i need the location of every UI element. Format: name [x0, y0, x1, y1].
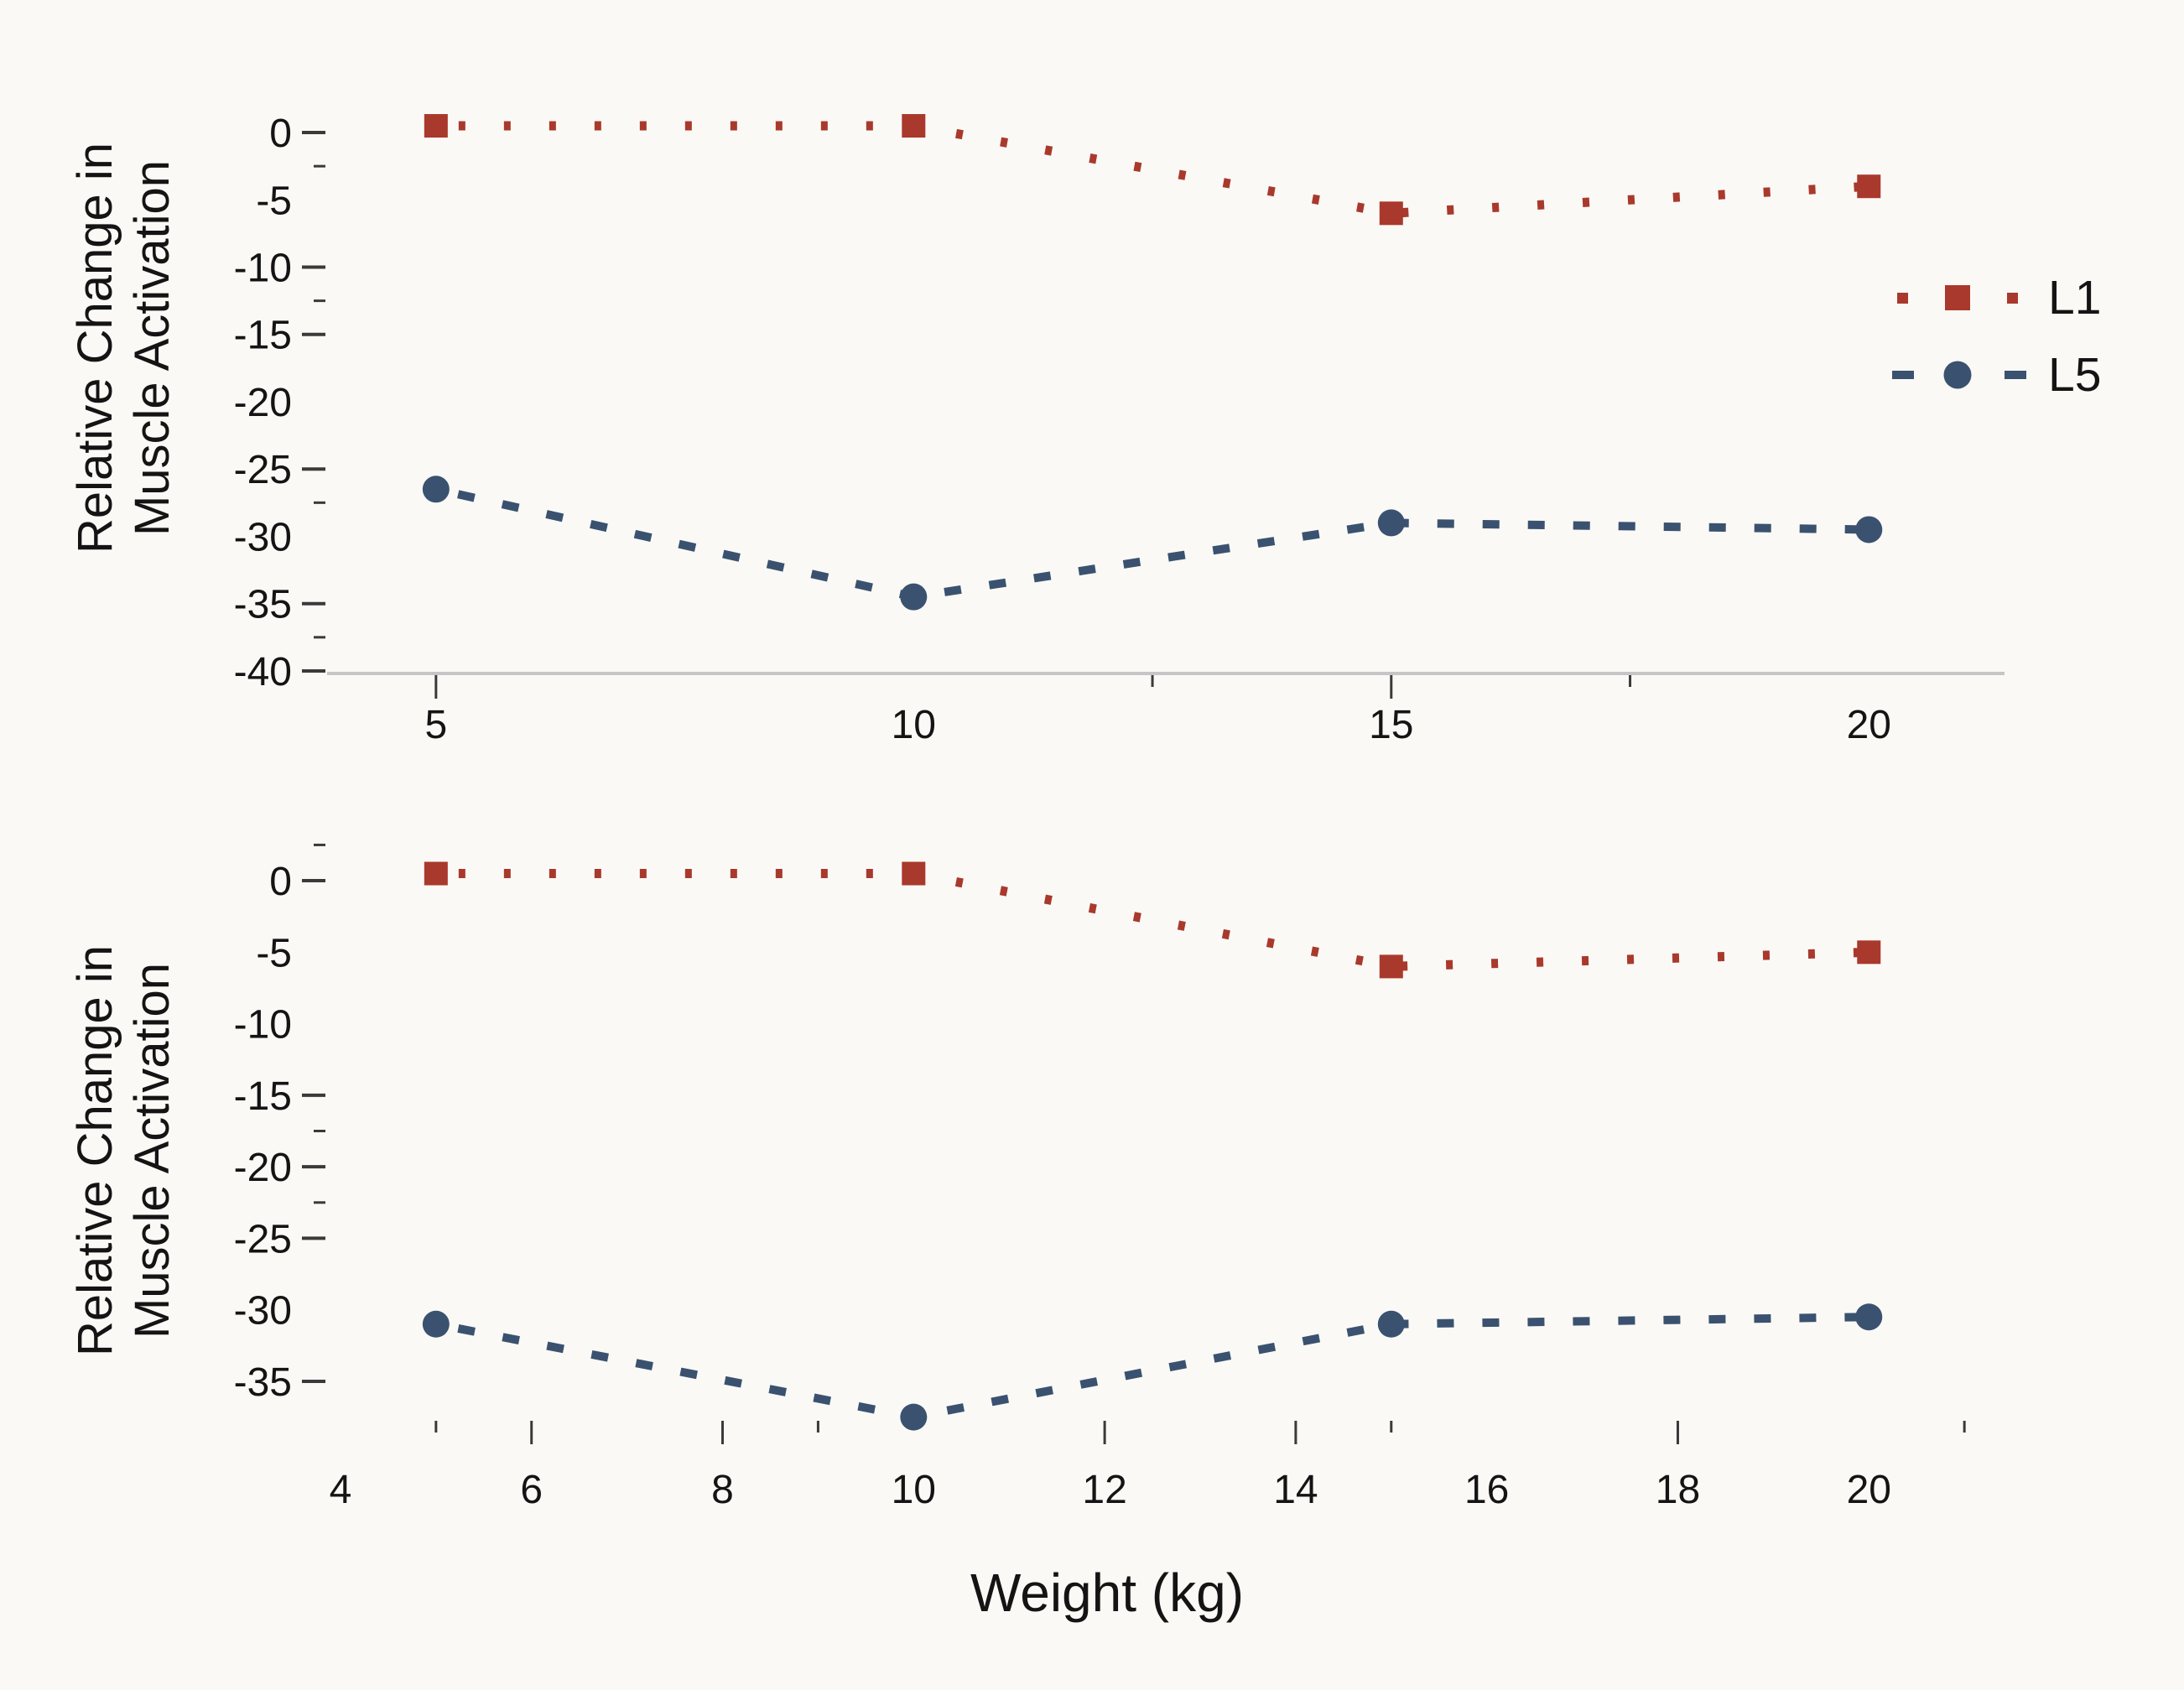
dot-icon	[2007, 293, 2018, 304]
y-tick-label: -25	[235, 1217, 292, 1261]
series-line-l1	[435, 869, 1869, 971]
x-tick-label: 16	[1464, 1468, 1509, 1512]
y-axis-title-line1: Relative Change in	[68, 944, 122, 1357]
x-tick-label: 8	[711, 1468, 734, 1512]
series-markers-l1	[424, 113, 1881, 226]
circle-marker-icon	[1377, 1310, 1405, 1338]
top-plot: 0 -5 -10 -15 -20 -25 -30 -35 -40 5 10 15 20	[235, 71, 2005, 767]
y-tick-label: -30	[235, 515, 292, 559]
x-tick-label: 15	[1369, 703, 1413, 747]
square-marker-icon	[902, 861, 926, 886]
y-tick-label: -15	[235, 1074, 292, 1119]
y-axis-title-line1: Relative Change in	[68, 142, 122, 554]
y-axis-title-line2: Muscle Activation	[125, 962, 179, 1339]
series-line-l1	[435, 121, 1869, 218]
dash-icon	[2005, 371, 2026, 379]
x-tick-label: 20	[1847, 1468, 1891, 1512]
dash-icon	[1892, 371, 1914, 379]
x-tick-label: 18	[1656, 1468, 1700, 1512]
series-line-l5	[434, 485, 1869, 601]
y-axis-ticks	[302, 131, 325, 673]
l5-line-swatch-icon	[1892, 361, 2026, 389]
x-tick-label: 6	[520, 1468, 543, 1512]
square-marker-icon	[1857, 174, 1881, 199]
circle-marker-icon	[1855, 1303, 1883, 1331]
y-tick-label: -30	[235, 1289, 292, 1334]
x-tick-label: 12	[1082, 1468, 1126, 1512]
legend-label-l5: L5	[2048, 348, 2102, 402]
y-tick-label: -20	[235, 381, 292, 425]
y-axis-title-bottom: Relative Change in Muscle Activation	[67, 945, 181, 1356]
square-marker-icon	[424, 113, 448, 138]
y-axis-title-top: Relative Change in Muscle Activation	[67, 143, 181, 554]
x-tick-label: 14	[1273, 1468, 1318, 1512]
y-axis-title-line2: Muscle Activation	[125, 159, 179, 537]
legend-item-l1: L1	[1889, 270, 2101, 325]
bottom-plot-canvas: 0 -5 -10 -15 -20 -25 -30 -35 4 6 8 10 12 14 16 18 20	[235, 843, 1966, 1512]
dot-icon	[1897, 293, 1908, 304]
x-tick-label: 4	[330, 1468, 352, 1512]
y-tick-label: -5	[256, 179, 292, 223]
square-marker-icon	[1945, 285, 1970, 310]
bottom-plot: 0 -5 -10 -15 -20 -25 -30 -35 4 6 8 10 12 14 16 18 20	[235, 805, 2005, 1518]
circle-marker-icon	[1855, 516, 1883, 543]
square-marker-icon	[1379, 201, 1403, 226]
top-plot-canvas: 0 -5 -10 -15 -20 -25 -30 -35 -40 5 10 15 20	[235, 112, 2005, 747]
y-tick-label: -20	[235, 1146, 292, 1190]
x-tick-label: 5	[424, 703, 447, 747]
square-marker-icon	[1379, 954, 1403, 979]
legend: L1 L5	[1889, 270, 2101, 403]
y-axis-ticks	[302, 843, 325, 1383]
series-markers-l5	[422, 1303, 1883, 1431]
y-tick-label: -25	[235, 448, 292, 492]
y-tick-label: 0	[269, 860, 292, 904]
circle-marker-icon	[900, 583, 928, 611]
square-marker-icon	[424, 861, 448, 886]
x-axis-tick-labels: 5 10 15 20	[424, 703, 1890, 747]
x-axis-title: Weight (kg)	[970, 1563, 1245, 1623]
y-tick-label: -40	[235, 650, 292, 694]
series-markers-l1	[424, 861, 1881, 979]
l1-line-swatch-icon	[1897, 285, 2018, 310]
series-markers-l5	[422, 476, 1883, 611]
x-tick-label: 10	[892, 1468, 936, 1512]
y-tick-label: -10	[235, 247, 292, 291]
y-axis-tick-labels: 0 -5 -10 -15 -20 -25 -30 -35	[235, 860, 292, 1405]
y-axis-tick-labels: 0 -5 -10 -15 -20 -25 -30 -35 -40	[235, 112, 292, 694]
circle-marker-icon	[422, 476, 450, 503]
x-axis-ticks	[434, 1421, 1966, 1444]
x-axis-tick-labels: 4 6 8 10 12 14 16 18 20	[330, 1468, 1891, 1512]
y-tick-label: -15	[235, 314, 292, 358]
y-tick-label: 0	[269, 112, 292, 156]
circle-marker-icon	[422, 1310, 450, 1338]
x-tick-label: 20	[1847, 703, 1891, 747]
y-tick-label: -5	[256, 931, 292, 975]
x-axis-ticks	[434, 675, 1632, 699]
square-marker-icon	[902, 113, 926, 138]
circle-marker-icon	[1943, 361, 1972, 389]
square-marker-icon	[1857, 940, 1881, 965]
legend-item-l5: L5	[1889, 347, 2101, 403]
x-tick-label: 10	[892, 703, 936, 747]
y-tick-label: -35	[235, 583, 292, 627]
legend-label-l1: L1	[2048, 271, 2102, 325]
y-tick-label: -35	[235, 1360, 292, 1405]
circle-marker-icon	[1377, 509, 1405, 537]
circle-marker-icon	[900, 1403, 928, 1431]
y-tick-label: -10	[235, 1003, 292, 1048]
series-line-l5	[434, 1313, 1869, 1422]
